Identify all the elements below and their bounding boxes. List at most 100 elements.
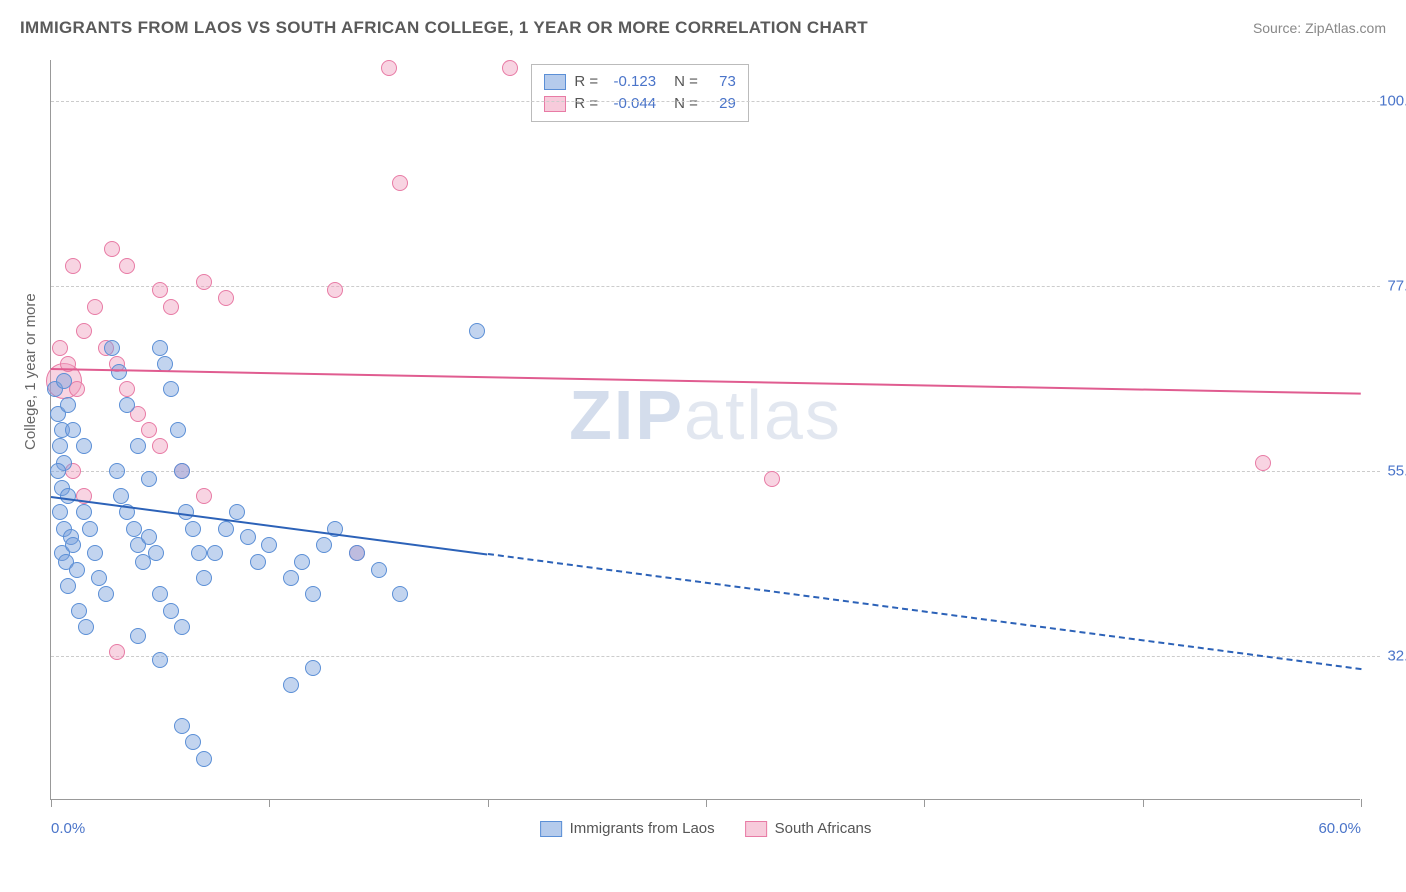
y-tick-label: 77.5% [1387,278,1406,295]
legend-swatch-pink [745,821,767,837]
gridline [51,471,1380,472]
data-point-blue [196,751,212,767]
n-label: N = [674,93,698,115]
r-value-blue: -0.123 [606,71,656,93]
correlation-row-blue: R =-0.123N =73 [544,71,736,93]
data-point-pink [196,274,212,290]
data-point-blue [316,537,332,553]
y-axis-label: College, 1 year or more [22,293,39,450]
data-point-blue [69,562,85,578]
data-point-pink [119,258,135,274]
data-point-blue [250,554,266,570]
data-point-blue [76,504,92,520]
watermark: ZIPatlas [569,375,842,455]
data-point-blue [174,718,190,734]
x-tick [924,799,925,807]
data-point-pink [104,241,120,257]
data-point-blue [240,529,256,545]
data-point-blue [50,463,66,479]
data-point-blue [111,364,127,380]
data-point-pink [502,60,518,76]
data-point-blue [261,537,277,553]
data-point-blue [65,422,81,438]
chart-plot-area: ZIPatlas R =-0.123N =73R =-0.044N =29 Im… [50,60,1360,800]
data-point-blue [152,340,168,356]
data-point-blue [174,463,190,479]
data-point-pink [764,471,780,487]
data-point-blue [152,586,168,602]
trend-line-blue-dashed [488,553,1362,670]
data-point-blue [163,381,179,397]
data-point-blue [229,504,245,520]
y-tick-label: 100.0% [1379,93,1406,110]
n-label: N = [674,71,698,93]
data-point-pink [392,175,408,191]
data-point-blue [71,603,87,619]
data-point-blue [91,570,107,586]
data-point-blue [130,628,146,644]
data-point-blue [82,521,98,537]
data-point-blue [104,340,120,356]
data-point-blue [52,504,68,520]
data-point-blue [170,422,186,438]
data-point-blue [76,438,92,454]
data-point-blue [469,323,485,339]
data-point-pink [52,340,68,356]
data-point-pink [109,644,125,660]
correlation-legend-box: R =-0.123N =73R =-0.044N =29 [531,64,749,122]
data-point-blue [78,619,94,635]
data-point-blue [98,586,114,602]
legend-swatch-blue [544,74,566,90]
data-point-pink [65,258,81,274]
data-point-blue [56,373,72,389]
y-tick-label: 32.5% [1387,648,1406,665]
data-point-blue [60,488,76,504]
y-tick-label: 55.0% [1387,463,1406,480]
data-point-pink [218,290,234,306]
data-point-blue [119,397,135,413]
n-value-pink: 29 [706,93,736,115]
x-tick-label: 60.0% [1318,820,1361,837]
x-tick [488,799,489,807]
data-point-blue [126,521,142,537]
data-point-pink [87,299,103,315]
data-point-blue [87,545,103,561]
data-point-blue [185,734,201,750]
chart-title: IMMIGRANTS FROM LAOS VS SOUTH AFRICAN CO… [20,18,868,38]
legend-item-pink: South Africans [745,820,872,837]
data-point-blue [109,463,125,479]
data-point-blue [207,545,223,561]
gridline [51,286,1380,287]
data-point-blue [65,537,81,553]
data-point-pink [141,422,157,438]
legend-swatch-blue [540,821,562,837]
data-point-blue [163,603,179,619]
gridline [51,656,1380,657]
trend-line-pink [51,368,1361,395]
data-point-blue [294,554,310,570]
data-point-blue [349,545,365,561]
data-point-blue [392,586,408,602]
data-point-blue [60,578,76,594]
gridline [51,101,1380,102]
data-point-blue [283,677,299,693]
data-point-pink [327,282,343,298]
data-point-blue [141,529,157,545]
data-point-pink [152,282,168,298]
legend-swatch-pink [544,96,566,112]
data-point-blue [148,545,164,561]
data-point-pink [152,438,168,454]
x-tick [1143,799,1144,807]
legend-label-blue: Immigrants from Laos [570,820,715,837]
legend-label-pink: South Africans [775,820,872,837]
data-point-blue [196,570,212,586]
bottom-legend: Immigrants from Laos South Africans [540,820,872,837]
data-point-pink [119,381,135,397]
r-value-pink: -0.044 [606,93,656,115]
legend-item-blue: Immigrants from Laos [540,820,715,837]
data-point-blue [141,471,157,487]
data-point-pink [163,299,179,315]
x-tick [269,799,270,807]
data-point-blue [130,438,146,454]
x-tick [706,799,707,807]
